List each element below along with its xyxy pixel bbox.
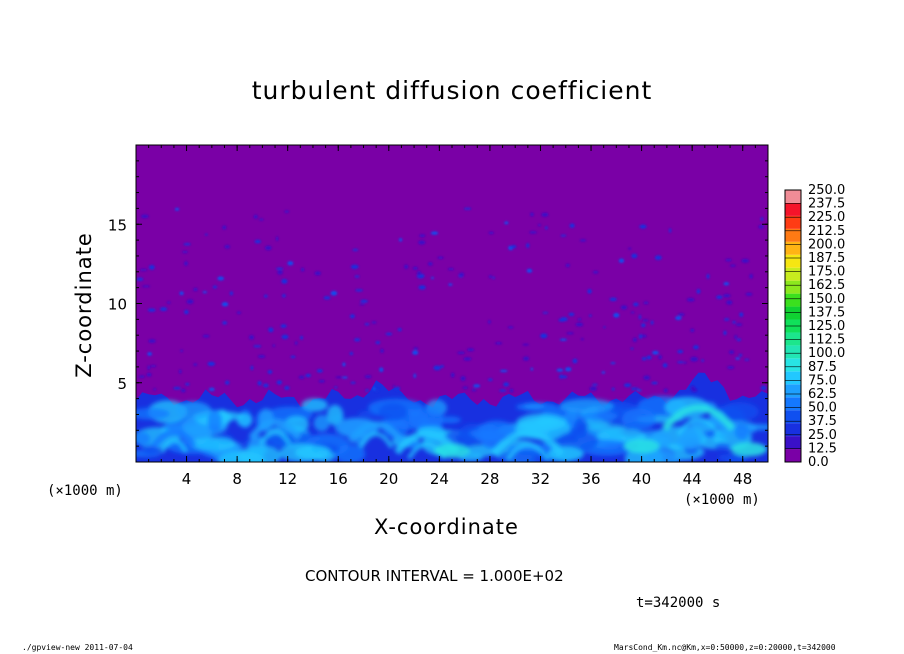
colorbar-label: 112.5 (808, 333, 845, 348)
colorbar-swatch (785, 332, 801, 346)
colorbar-label: 137.5 (808, 305, 845, 320)
colorbar-label: 225.0 (808, 210, 845, 225)
x-axis: 4 8 12 16 20 24 28 32 36 40 44 48 (148, 145, 756, 488)
colorbar-label: 100.0 (808, 346, 845, 361)
colorbar-swatch (785, 267, 801, 281)
colorbar-label: 75.0 (808, 373, 837, 388)
x-axis-label: X-coordinate (374, 515, 519, 539)
colorbar-swatch (785, 228, 801, 242)
colorbar-label: 62.5 (808, 387, 837, 402)
x-tick-label: 24 (430, 470, 449, 488)
x-tick-label: 8 (232, 470, 242, 488)
colorbar-label: 200.0 (808, 237, 845, 252)
x-tick-label: 16 (329, 470, 348, 488)
colorbar-label: 50.0 (808, 401, 837, 416)
y-tick-label: 10 (108, 296, 127, 314)
colorbar-label: 37.5 (808, 414, 837, 429)
y-tick-label: 5 (117, 375, 127, 393)
colorbar-label: 175.0 (808, 265, 845, 280)
colorbar-label: 187.5 (808, 251, 845, 266)
x-unit-label-right: (×1000 m) (684, 492, 760, 508)
x-tick-label: 44 (683, 470, 702, 488)
x-tick-label: 48 (733, 470, 752, 488)
colorbar-label: 12.5 (808, 441, 837, 456)
colorbar-swatch (785, 358, 801, 372)
x-tick-label: 40 (632, 470, 651, 488)
x-tick-label: 32 (531, 470, 550, 488)
x-tick-label: 20 (379, 470, 398, 488)
colorbar-label: 0.0 (808, 455, 829, 470)
colorbar-label: 125.0 (808, 319, 845, 334)
y-axis: 5 10 15 (108, 160, 768, 447)
x-tick-label: 36 (581, 470, 600, 488)
colorbar-swatch (785, 423, 801, 437)
colorbar-swatch (785, 202, 801, 216)
x-unit-label-left: (×1000 m) (47, 483, 123, 499)
scattered-patches (136, 207, 767, 393)
colorbar-label: 150.0 (808, 292, 845, 307)
colorbar-swatch (785, 254, 801, 268)
colorbar-label: 212.5 (808, 224, 845, 239)
y-tick-label: 15 (108, 216, 127, 234)
colorbar-swatch (785, 436, 801, 450)
colorbar-swatch (785, 410, 801, 424)
colorbar-label: 87.5 (808, 360, 837, 375)
colorbar-swatch (785, 371, 801, 385)
colorbar-swatch (785, 384, 801, 398)
colorbar-swatch (785, 345, 801, 359)
colorbar-swatch (785, 293, 801, 307)
colorbar-swatch (785, 280, 801, 294)
footer-right: MarsCond_Km.nc@Km,x=0:50000,z=0:20000,t=… (614, 643, 836, 652)
colorbar-label: 25.0 (808, 428, 837, 443)
colorbar-swatch (785, 449, 801, 462)
colorbar-swatch (785, 241, 801, 255)
colorbar: 0.012.525.037.550.062.575.087.5100.0112.… (784, 183, 845, 470)
turbulent-field (136, 207, 768, 462)
colorbar-swatch (785, 190, 801, 203)
contour-interval-text: CONTOUR INTERVAL = 1.000E+02 (305, 567, 564, 585)
chart-title: turbulent diffusion coefficient (251, 76, 653, 105)
x-tick-label: 28 (480, 470, 499, 488)
colorbar-label: 162.5 (808, 278, 845, 293)
colorbar-swatch (785, 215, 801, 229)
colorbar-label: 237.5 (808, 197, 845, 212)
y-axis-label: Z-coordinate (72, 232, 96, 378)
colorbar-label: 250.0 (808, 183, 845, 198)
colorbar-swatch (785, 306, 801, 320)
colorbar-swatch (785, 397, 801, 411)
footer-left: ./gpview-new 2011-07-04 (22, 643, 133, 652)
x-tick-label: 12 (278, 470, 297, 488)
x-tick-label: 4 (182, 470, 192, 488)
turbulent-eddies (136, 395, 768, 462)
time-stamp: t=342000 s (636, 595, 721, 611)
